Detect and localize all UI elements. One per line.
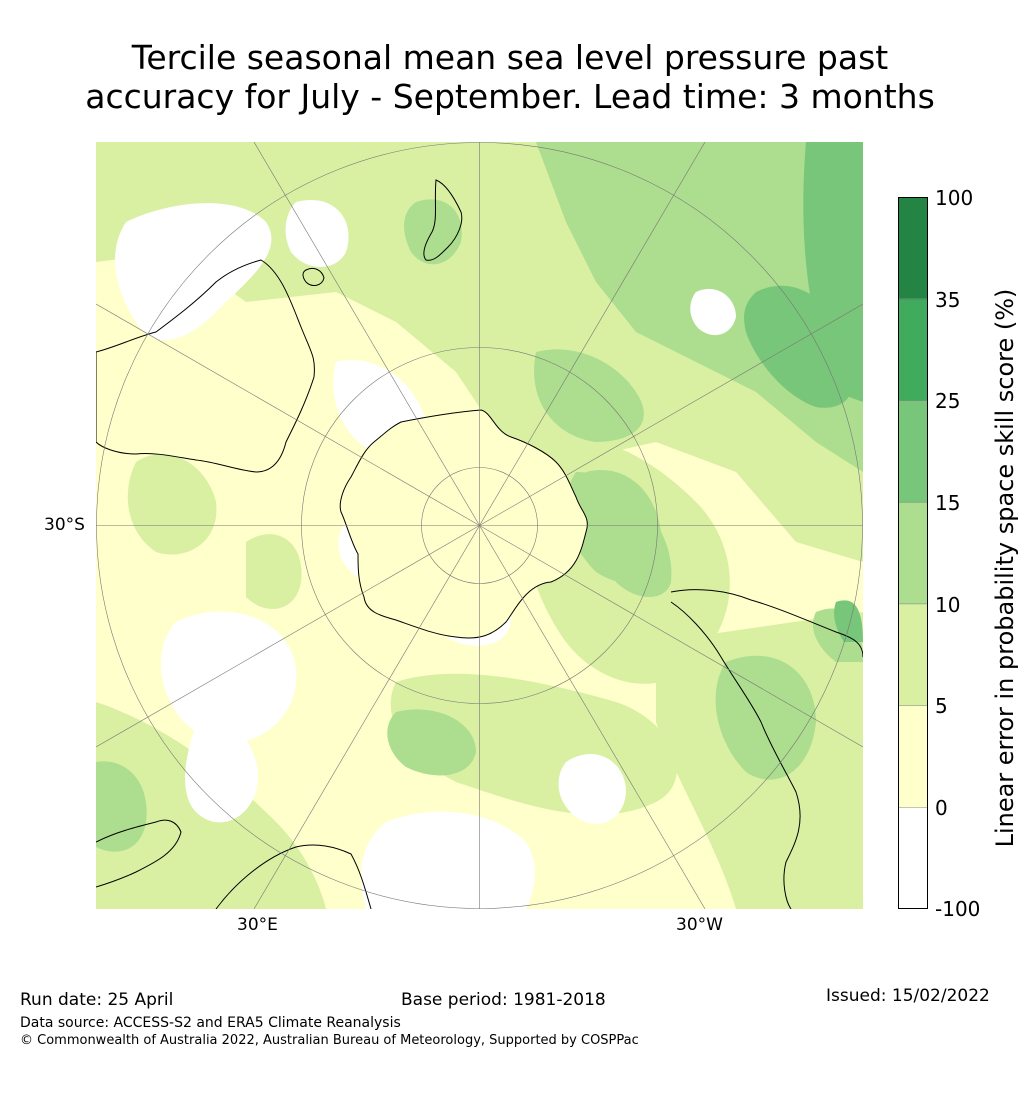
colorbar: [898, 197, 928, 910]
new-zealand-coastline: [423, 179, 463, 261]
colorbar-tick-35: 35: [935, 288, 961, 312]
antarctica-coastline: [339, 409, 588, 639]
colorbar-bin: [898, 197, 928, 300]
colorbar-label-text: Linear error in probability space skill …: [991, 288, 1019, 848]
colorbar-bin: [898, 400, 928, 503]
colorbar-tick-10: 10: [935, 593, 961, 617]
australia-coastline: [96, 259, 315, 473]
data-source: Data source: ACCESS-S2 and ERA5 Climate …: [20, 1015, 401, 1031]
chart-title: Tercile seasonal mean sea level pressure…: [0, 38, 1020, 116]
colorbar-tick-100: 100: [935, 186, 974, 210]
run-date: Run date: 25 April: [20, 990, 174, 1010]
title-line-1: Tercile seasonal mean sea level pressure…: [131, 38, 889, 77]
south-america-coastline: [670, 589, 863, 909]
skill-map: [96, 142, 863, 909]
issued-date: Issued: 15/02/2022: [826, 986, 990, 1006]
colorbar-tick-0: 0: [935, 796, 948, 820]
copyright: © Commonwealth of Australia 2022, Austra…: [20, 1033, 639, 1048]
colorbar-bin: [898, 705, 928, 808]
title-line-2: accuracy for July - September. Lead time…: [85, 77, 935, 116]
colorbar-tick-5: 5: [935, 694, 948, 718]
colorbar-bin: [898, 502, 928, 605]
colorbar-bin: [898, 298, 928, 401]
lon-label-30e: 30°E: [237, 915, 278, 935]
skill-15-25-regions: [744, 142, 863, 642]
colorbar-bin: [898, 603, 928, 707]
lat-label-30s: 30°S: [44, 515, 85, 535]
base-period: Base period: 1981-2018: [401, 990, 606, 1010]
lon-label-30w: 30°W: [676, 915, 723, 935]
colorbar-tick-15: 15: [935, 491, 961, 515]
africa-coastline: [96, 819, 372, 909]
colorbar-tick-25: 25: [935, 389, 961, 413]
colorbar-bin: [898, 807, 928, 910]
graticule: [96, 142, 863, 909]
tasmania-coastline: [302, 267, 325, 286]
colorbar-tick-minus-100: -100: [935, 897, 981, 921]
